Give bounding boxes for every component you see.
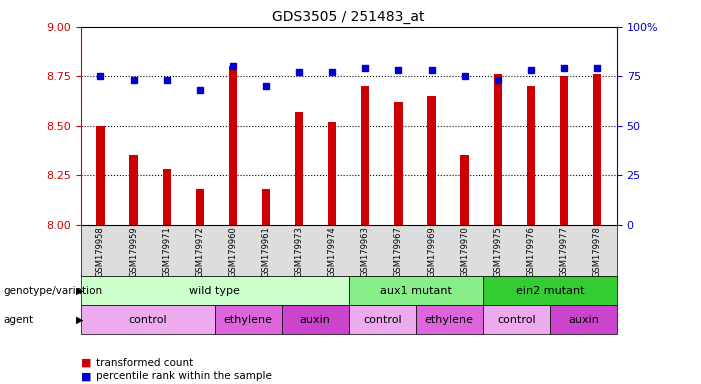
Bar bbox=[428, 96, 435, 225]
Bar bbox=[494, 74, 502, 225]
Text: control: control bbox=[497, 314, 536, 325]
Text: ▶: ▶ bbox=[76, 314, 83, 325]
Text: ethylene: ethylene bbox=[425, 314, 474, 325]
Text: transformed count: transformed count bbox=[96, 358, 193, 368]
Text: auxin: auxin bbox=[568, 314, 599, 325]
Text: control: control bbox=[363, 314, 402, 325]
Text: auxin: auxin bbox=[300, 314, 331, 325]
Bar bbox=[593, 74, 601, 225]
Text: genotype/variation: genotype/variation bbox=[4, 286, 102, 296]
Text: ■: ■ bbox=[81, 371, 91, 381]
Text: control: control bbox=[128, 314, 167, 325]
Bar bbox=[328, 122, 336, 225]
Bar bbox=[361, 86, 369, 225]
Text: ein2 mutant: ein2 mutant bbox=[516, 286, 584, 296]
Bar bbox=[229, 66, 237, 225]
Bar bbox=[130, 156, 137, 225]
Text: ■: ■ bbox=[81, 358, 91, 368]
Bar bbox=[262, 189, 270, 225]
Bar bbox=[560, 76, 568, 225]
Bar bbox=[526, 86, 535, 225]
Bar bbox=[394, 102, 402, 225]
Text: wild type: wild type bbox=[189, 286, 240, 296]
Title: GDS3505 / 251483_at: GDS3505 / 251483_at bbox=[273, 10, 425, 25]
Text: ethylene: ethylene bbox=[224, 314, 273, 325]
Text: agent: agent bbox=[4, 314, 34, 325]
Text: ▶: ▶ bbox=[76, 286, 83, 296]
Bar bbox=[461, 156, 469, 225]
Bar bbox=[96, 126, 104, 225]
Text: aux1 mutant: aux1 mutant bbox=[380, 286, 451, 296]
Bar bbox=[163, 169, 171, 225]
Text: percentile rank within the sample: percentile rank within the sample bbox=[96, 371, 272, 381]
Bar bbox=[295, 112, 304, 225]
Bar bbox=[196, 189, 204, 225]
